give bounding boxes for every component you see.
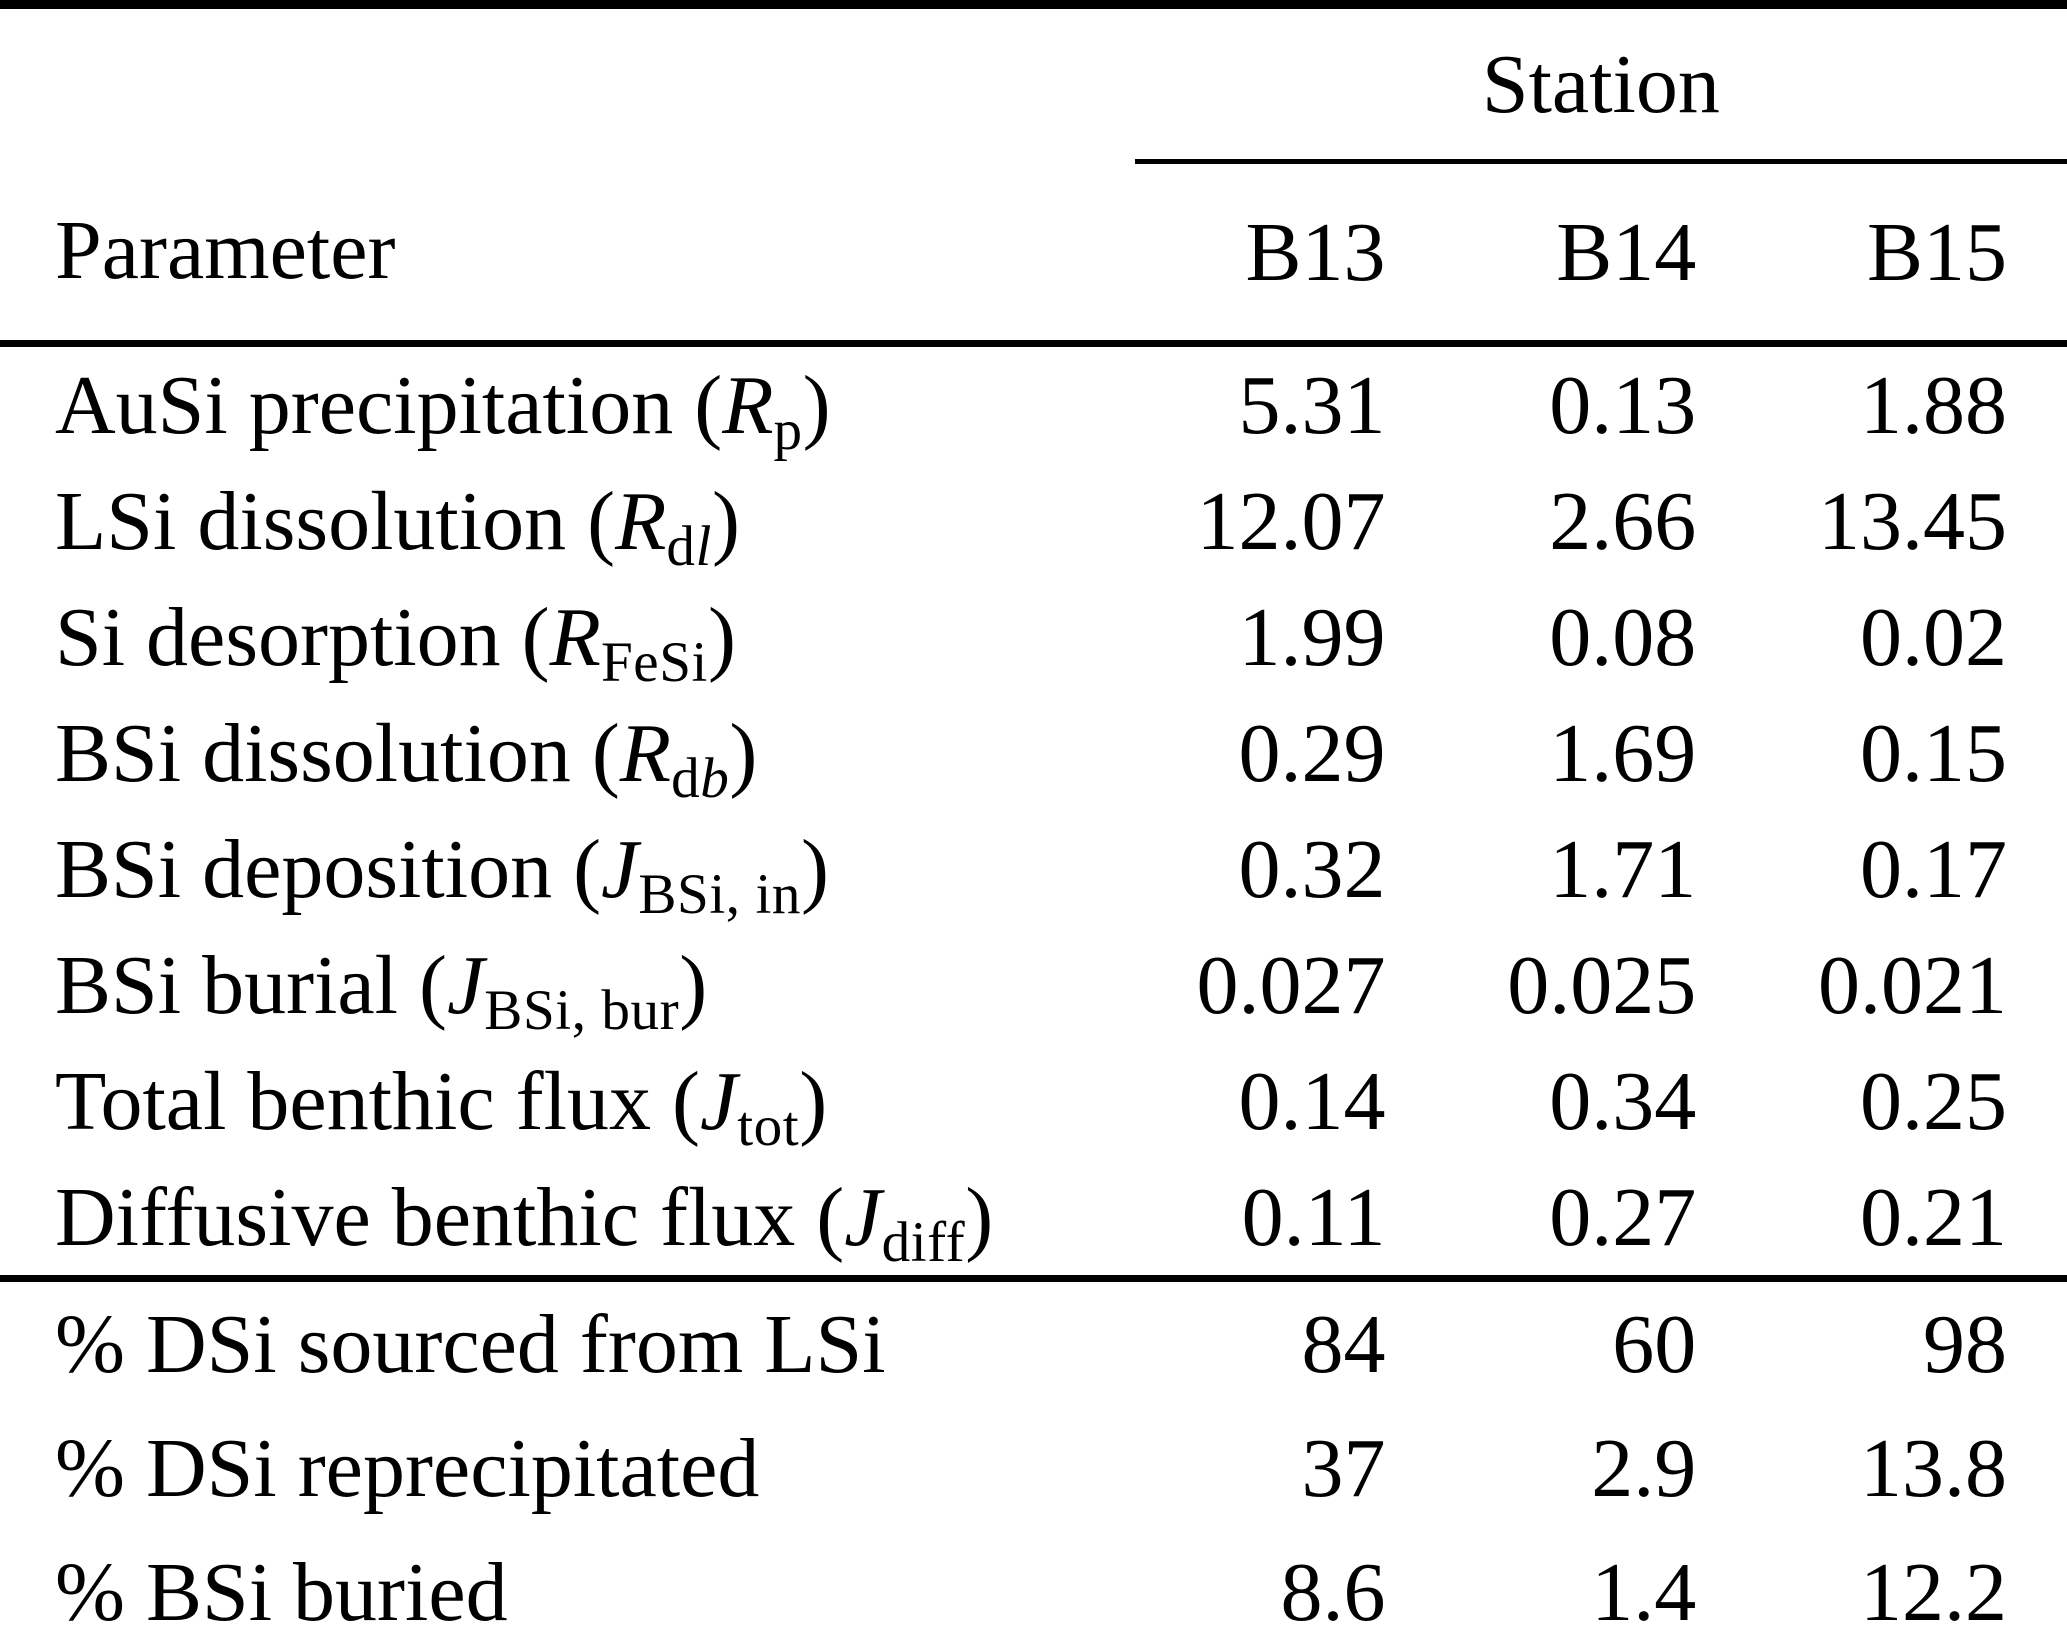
value-cell: 1.4: [1591, 1545, 1697, 1638]
math-variable: R: [615, 474, 667, 568]
table-row: LSi dissolution (Rdl) 12.07 2.66 13.45: [0, 463, 2067, 579]
value-cell: 12.2: [1860, 1545, 2007, 1638]
value-cell: 1.71: [1549, 822, 1697, 916]
parameter-label: % BSi buried: [55, 1545, 508, 1638]
parameter-label: Si desorption (RFeSi): [55, 590, 736, 694]
value-cell: 12.07: [1196, 474, 1386, 568]
empty-corner-cell: [0, 5, 1135, 162]
value-cell: 0.32: [1238, 822, 1386, 916]
math-variable: J: [699, 1054, 738, 1148]
value-cell: 13.45: [1818, 474, 2007, 568]
value-cell: 0.11: [1241, 1170, 1386, 1264]
percentages-section: % DSi sourced from LSi 84 60 98% DSi reprec…: [0, 1275, 2067, 1638]
value-cell: 98: [1756, 1275, 2067, 1406]
math-subscript: db: [671, 746, 730, 810]
table-row: % DSi sourced from LSi 84 60 98: [0, 1275, 2067, 1406]
value-cell: 13.8: [1860, 1421, 2007, 1515]
math-variable: J: [601, 822, 639, 916]
value-cell: 84: [1134, 1275, 1446, 1406]
value-cell: 0.13: [1549, 358, 1697, 452]
value-cell: 8.6: [1280, 1545, 1386, 1638]
parameter-column-header: Parameter: [0, 161, 1135, 347]
station-group-row: Station: [0, 4, 2067, 164]
math-subscript: dl: [666, 514, 712, 578]
value-cell: 0.29: [1238, 706, 1386, 800]
math-variable: J: [844, 1170, 882, 1264]
flux-parameters-section: AuSi precipitation (Rp) 5.31 0.13 1.88 LSi d…: [0, 344, 2067, 1279]
value-cell: 0.027: [1196, 938, 1386, 1032]
table-row: BSi deposition (JBSi, in) 0.32 1.71 0.17: [0, 811, 2067, 927]
math-subscript: FeSi: [600, 630, 708, 694]
station-group-header: Station: [1134, 4, 2067, 164]
table-row: Total benthic flux (Jtot) 0.14 0.34 0.25: [0, 1043, 2067, 1159]
value-cell: 0.15: [1860, 706, 2007, 800]
math-subscript: p: [773, 398, 803, 462]
parameter-label: % DSi sourced from LSi: [0, 1275, 1135, 1406]
column-header-row: Parameter B13 B14 B15: [0, 161, 2067, 347]
value-cell: 1.88: [1860, 358, 2007, 452]
math-subscript: diff: [881, 1210, 966, 1274]
parameter-label: BSi dissolution (Rdb): [55, 706, 758, 810]
value-cell: 0.021: [1818, 938, 2007, 1032]
math-subscript: BSi, bur: [484, 978, 680, 1042]
table-row: % BSi buried 8.6 1.4 12.2: [0, 1530, 2067, 1638]
value-cell: 60: [1445, 1275, 1757, 1406]
value-cell: 37: [1301, 1421, 1386, 1515]
value-cell: 0.21: [1860, 1170, 2007, 1264]
parameter-label: Total benthic flux (Jtot): [55, 1054, 828, 1158]
value-cell: 5.31: [1238, 358, 1386, 452]
value-cell: 2.66: [1549, 474, 1697, 568]
value-cell: 1.69: [1549, 706, 1697, 800]
station-column-header-b15: B15: [1756, 161, 2067, 347]
parameter-label: Diffusive benthic flux (Jdiff): [55, 1170, 994, 1274]
parameter-label: % DSi reprecipitated: [55, 1421, 760, 1515]
math-subscript: tot: [737, 1094, 800, 1158]
value-cell: 0.02: [1860, 590, 2007, 684]
value-cell: 0.17: [1860, 822, 2007, 916]
value-cell: 2.9: [1591, 1421, 1697, 1515]
math-variable: R: [549, 590, 601, 684]
station-column-header-b13: B13: [1134, 161, 1446, 347]
parameter-label: LSi dissolution (Rdl): [55, 474, 740, 578]
value-cell: 0.08: [1549, 590, 1697, 684]
table-row: % DSi reprecipitated 37 2.9 13.8: [0, 1406, 2067, 1530]
math-subscript: BSi, in: [638, 862, 802, 926]
table-row: Diffusive benthic flux (Jdiff) 0.11 0.27 0.…: [0, 1159, 2067, 1279]
parameter-label: BSi burial (JBSi, bur): [55, 938, 708, 1042]
value-cell: 0.25: [1860, 1054, 2007, 1148]
table-row: AuSi precipitation (Rp) 5.31 0.13 1.88: [0, 344, 2067, 464]
value-cell: 0.27: [1549, 1170, 1697, 1264]
parameter-label: BSi deposition (JBSi, in): [55, 822, 830, 926]
math-variable: R: [722, 358, 774, 452]
station-column-header-b14: B14: [1445, 161, 1757, 347]
value-cell: 0.025: [1507, 938, 1697, 1032]
value-cell: 0.34: [1549, 1054, 1697, 1148]
table-row: BSi burial (JBSi, bur) 0.027 0.025 0.021: [0, 927, 2067, 1043]
math-variable: R: [619, 706, 672, 800]
parameter-label: AuSi precipitation (Rp): [55, 358, 831, 462]
value-cell: 1.99: [1238, 590, 1386, 684]
table-row: Si desorption (RFeSi) 1.99 0.08 0.02: [0, 579, 2067, 695]
value-cell: 0.14: [1238, 1054, 1386, 1148]
math-variable: J: [447, 938, 485, 1032]
table-row: BSi dissolution (Rdb) 0.29 1.69 0.15: [0, 695, 2067, 811]
